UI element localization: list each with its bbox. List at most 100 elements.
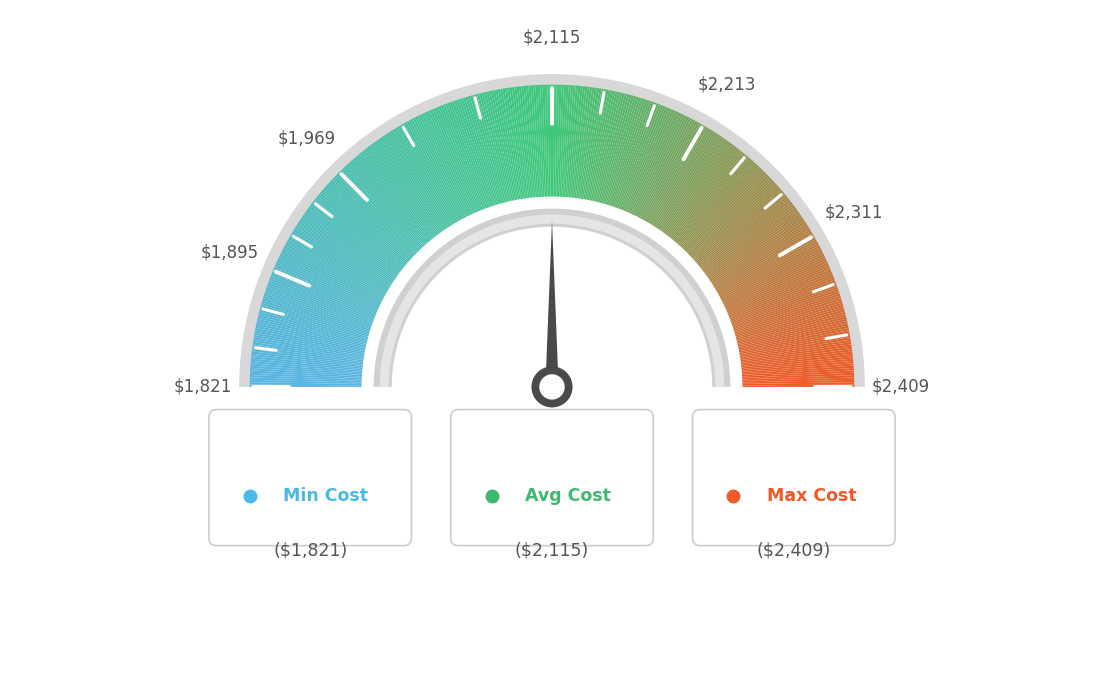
Wedge shape	[493, 90, 517, 203]
Wedge shape	[388, 132, 452, 230]
Wedge shape	[620, 106, 666, 213]
Wedge shape	[507, 88, 526, 201]
Wedge shape	[425, 111, 475, 217]
Wedge shape	[311, 201, 404, 273]
Wedge shape	[740, 373, 854, 380]
Wedge shape	[699, 200, 790, 272]
Wedge shape	[406, 121, 463, 223]
Wedge shape	[279, 254, 384, 306]
Wedge shape	[273, 269, 380, 315]
Wedge shape	[269, 278, 378, 321]
Wedge shape	[692, 187, 781, 264]
Wedge shape	[261, 303, 372, 336]
Wedge shape	[710, 225, 808, 288]
Wedge shape	[291, 231, 392, 291]
Wedge shape	[731, 296, 841, 332]
Wedge shape	[691, 185, 778, 263]
Wedge shape	[386, 133, 450, 230]
Wedge shape	[548, 85, 551, 199]
Wedge shape	[740, 371, 854, 378]
Wedge shape	[265, 289, 374, 328]
Wedge shape	[735, 326, 849, 351]
Wedge shape	[429, 110, 478, 215]
Wedge shape	[625, 108, 672, 215]
Wedge shape	[702, 206, 795, 275]
Wedge shape	[574, 87, 590, 201]
Wedge shape	[666, 147, 737, 239]
Wedge shape	[606, 97, 641, 208]
Wedge shape	[267, 282, 376, 324]
Wedge shape	[646, 126, 705, 226]
Wedge shape	[479, 93, 508, 205]
Wedge shape	[583, 89, 604, 202]
Wedge shape	[490, 90, 516, 204]
Wedge shape	[736, 333, 850, 355]
Wedge shape	[309, 206, 402, 275]
Wedge shape	[343, 166, 424, 251]
Wedge shape	[723, 262, 828, 311]
Wedge shape	[440, 105, 485, 213]
Wedge shape	[456, 99, 495, 209]
Wedge shape	[250, 377, 364, 382]
Wedge shape	[350, 160, 428, 247]
Wedge shape	[726, 278, 835, 321]
Wedge shape	[675, 159, 752, 246]
Wedge shape	[580, 88, 599, 201]
Wedge shape	[737, 346, 852, 364]
Wedge shape	[671, 154, 746, 244]
Wedge shape	[703, 207, 797, 277]
Wedge shape	[295, 227, 393, 289]
Circle shape	[531, 366, 573, 408]
Wedge shape	[689, 180, 774, 259]
Wedge shape	[255, 331, 368, 353]
Wedge shape	[338, 172, 421, 255]
Text: $2,409: $2,409	[872, 378, 931, 396]
Wedge shape	[374, 141, 443, 235]
Wedge shape	[734, 314, 846, 343]
Wedge shape	[333, 177, 417, 257]
Wedge shape	[734, 319, 847, 346]
Wedge shape	[460, 98, 497, 208]
Text: ($2,115): ($2,115)	[514, 541, 590, 559]
Wedge shape	[318, 195, 407, 268]
Wedge shape	[396, 127, 457, 226]
Wedge shape	[523, 86, 535, 200]
Wedge shape	[616, 103, 657, 211]
Wedge shape	[454, 100, 492, 210]
Wedge shape	[415, 117, 468, 220]
Wedge shape	[288, 237, 390, 295]
Wedge shape	[592, 91, 618, 204]
Wedge shape	[252, 349, 367, 365]
Wedge shape	[521, 86, 534, 201]
Wedge shape	[421, 113, 473, 218]
Wedge shape	[669, 151, 743, 242]
Wedge shape	[277, 258, 382, 308]
Wedge shape	[286, 241, 388, 298]
Wedge shape	[399, 126, 458, 226]
Wedge shape	[598, 94, 629, 206]
Wedge shape	[712, 231, 813, 291]
Wedge shape	[542, 85, 548, 199]
Wedge shape	[693, 189, 782, 265]
Wedge shape	[514, 87, 530, 201]
Wedge shape	[667, 148, 740, 239]
Wedge shape	[607, 98, 644, 208]
Wedge shape	[263, 298, 373, 333]
Wedge shape	[432, 108, 479, 215]
Wedge shape	[739, 354, 852, 368]
Wedge shape	[254, 337, 368, 357]
Wedge shape	[657, 137, 724, 233]
Wedge shape	[427, 110, 476, 216]
Wedge shape	[322, 189, 411, 265]
Wedge shape	[517, 86, 531, 201]
Wedge shape	[720, 252, 824, 304]
Wedge shape	[715, 239, 817, 297]
Wedge shape	[733, 307, 845, 339]
Wedge shape	[686, 175, 769, 257]
Wedge shape	[394, 128, 455, 227]
Wedge shape	[423, 112, 474, 217]
Wedge shape	[475, 94, 506, 206]
Wedge shape	[629, 111, 679, 217]
Wedge shape	[711, 227, 809, 289]
Wedge shape	[299, 219, 396, 284]
